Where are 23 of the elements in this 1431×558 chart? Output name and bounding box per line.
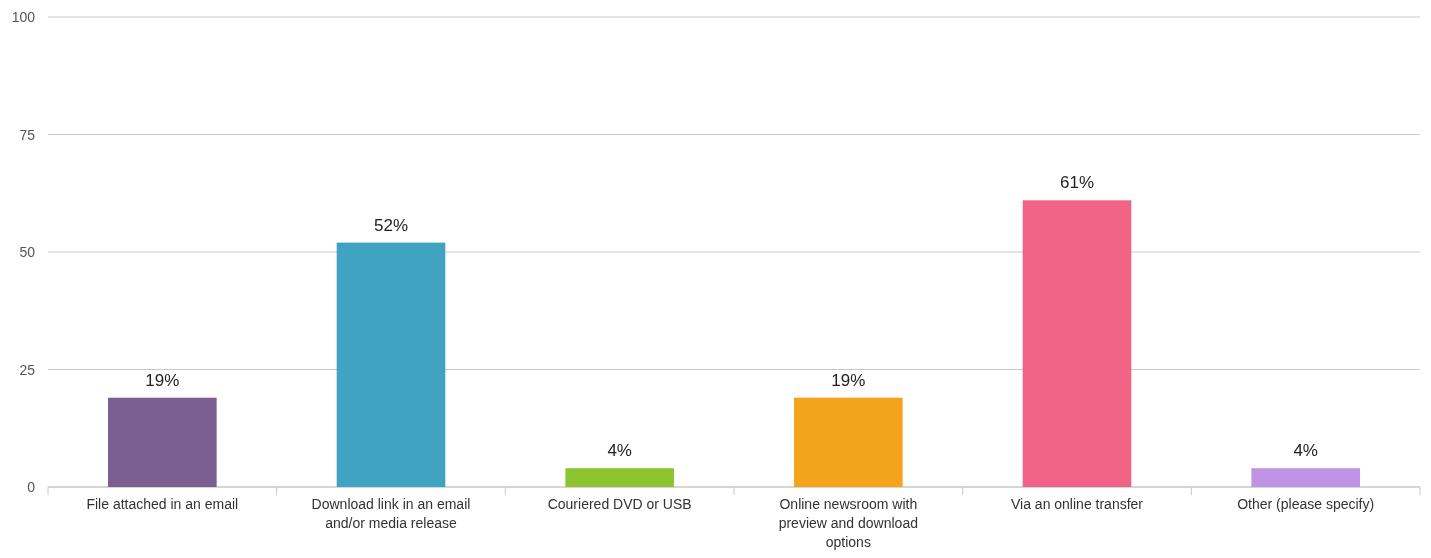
data-label: 4% bbox=[1293, 441, 1318, 461]
bar bbox=[108, 397, 217, 487]
bar bbox=[1022, 200, 1132, 487]
x-tick-label: Other (please specify) bbox=[1237, 496, 1375, 512]
data-label: 19% bbox=[145, 370, 180, 390]
x-tick-label: File attached in an email bbox=[86, 496, 239, 512]
y-tick-label: 0 bbox=[27, 479, 36, 495]
data-label: 19% bbox=[831, 370, 866, 390]
x-tick-label: Couriered DVD or USB bbox=[547, 496, 692, 512]
y-tick-label: 25 bbox=[19, 361, 36, 378]
data-label: 4% bbox=[607, 441, 632, 461]
x-tick-label: Via an online transfer bbox=[1010, 496, 1144, 512]
bar bbox=[794, 397, 903, 487]
data-label: 52% bbox=[373, 215, 409, 235]
bar bbox=[565, 468, 674, 487]
y-tick-label: 100 bbox=[11, 9, 36, 25]
bar bbox=[1251, 468, 1360, 487]
x-tick-label: Download link in an email and/or media release bbox=[311, 496, 471, 531]
x-tick-label: Online newsroom with preview and download options bbox=[778, 496, 918, 550]
y-tick-label: 75 bbox=[19, 126, 36, 143]
y-tick-label: 50 bbox=[19, 244, 36, 260]
data-label: 61% bbox=[1059, 173, 1095, 193]
bar bbox=[336, 242, 446, 487]
